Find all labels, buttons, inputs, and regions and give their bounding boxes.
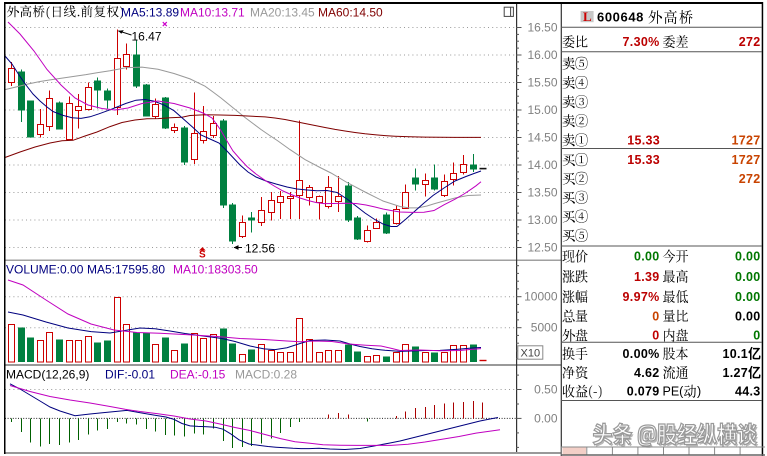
svg-text:15.00: 15.00 bbox=[527, 103, 557, 117]
svg-text:10000: 10000 bbox=[524, 290, 558, 304]
svg-text:15.33: 15.33 bbox=[627, 153, 660, 167]
svg-text:): ) bbox=[697, 385, 701, 399]
svg-text:MA20:13.45: MA20:13.45 bbox=[250, 6, 315, 20]
svg-text:0: 0 bbox=[652, 309, 659, 323]
svg-text:0.079: 0.079 bbox=[627, 385, 660, 399]
svg-text:7.30%: 7.30% bbox=[623, 35, 660, 49]
svg-text:MA10:13.71: MA10:13.71 bbox=[180, 6, 245, 20]
svg-text:15.33: 15.33 bbox=[627, 133, 660, 147]
svg-text:1.27: 1.27 bbox=[722, 366, 748, 380]
svg-text:0: 0 bbox=[652, 329, 659, 343]
svg-text:MA5:13.89: MA5:13.89 bbox=[121, 6, 179, 20]
svg-text:1727: 1727 bbox=[731, 133, 760, 147]
svg-text:12.50: 12.50 bbox=[527, 241, 557, 255]
svg-text:1727: 1727 bbox=[731, 153, 760, 167]
svg-text:S: S bbox=[199, 250, 206, 261]
svg-text:15.50: 15.50 bbox=[527, 76, 557, 90]
svg-text:MACD:0.28: MACD:0.28 bbox=[235, 367, 297, 381]
svg-text:16.47: 16.47 bbox=[132, 30, 162, 44]
svg-text:0: 0 bbox=[753, 329, 760, 343]
svg-text:VOLUME:0.00: VOLUME:0.00 bbox=[6, 263, 84, 277]
svg-text:0.00: 0.00 bbox=[735, 270, 761, 284]
svg-text:0.00: 0.00 bbox=[735, 290, 761, 304]
svg-text:13.50: 13.50 bbox=[527, 186, 557, 200]
svg-text:4.62: 4.62 bbox=[634, 366, 660, 380]
svg-text:0.00: 0.00 bbox=[735, 309, 761, 323]
svg-text:0.00: 0.00 bbox=[634, 250, 660, 264]
svg-text:0.00: 0.00 bbox=[735, 250, 761, 264]
svg-text:16.00: 16.00 bbox=[527, 48, 557, 62]
svg-text:MACD(12,26,9): MACD(12,26,9) bbox=[6, 367, 89, 381]
svg-text:PE(: PE( bbox=[663, 385, 685, 399]
svg-text:13.00: 13.00 bbox=[527, 213, 557, 227]
svg-text:0.50: 0.50 bbox=[534, 383, 558, 397]
svg-text:MA60:14.50: MA60:14.50 bbox=[318, 6, 383, 20]
svg-text:16.50: 16.50 bbox=[527, 21, 557, 35]
svg-text:9.97%: 9.97% bbox=[623, 290, 660, 304]
svg-text:DIF:-0.01: DIF:-0.01 bbox=[105, 367, 155, 381]
svg-text:272: 272 bbox=[739, 172, 761, 186]
svg-text:L: L bbox=[583, 9, 592, 24]
svg-text:1.39: 1.39 bbox=[634, 270, 660, 284]
svg-text:600648: 600648 bbox=[597, 10, 644, 25]
svg-text:10.1: 10.1 bbox=[722, 347, 748, 361]
svg-text:0.00: 0.00 bbox=[534, 411, 558, 425]
svg-text:0.00%: 0.00% bbox=[623, 347, 660, 361]
svg-text:14.00: 14.00 bbox=[527, 158, 557, 172]
svg-text:14.50: 14.50 bbox=[527, 131, 557, 145]
svg-text:X10: X10 bbox=[521, 348, 541, 360]
svg-text:DEA:-0.15: DEA:-0.15 bbox=[170, 367, 226, 381]
svg-text:MA10:18303.50: MA10:18303.50 bbox=[173, 263, 258, 277]
svg-text:MA5:17595.80: MA5:17595.80 bbox=[87, 263, 165, 277]
svg-text:44.3: 44.3 bbox=[735, 385, 761, 399]
svg-text:5000: 5000 bbox=[531, 321, 558, 335]
svg-text:12.56: 12.56 bbox=[245, 242, 275, 256]
svg-text:272: 272 bbox=[739, 35, 761, 49]
